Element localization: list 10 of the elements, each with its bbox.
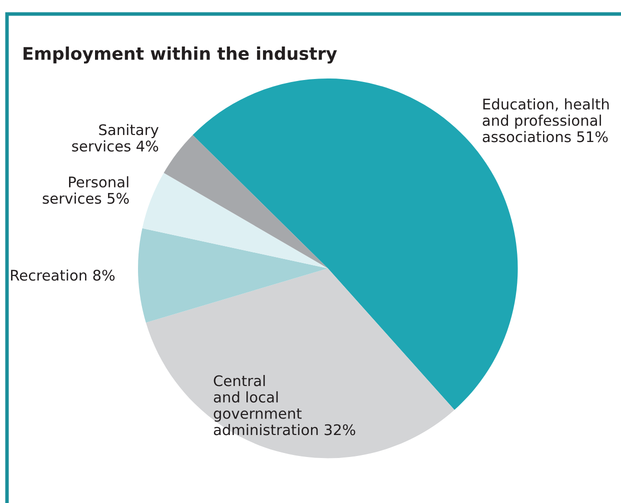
slice-label: Central and local government administration 32% bbox=[214, 374, 356, 436]
chart-title: Employment within the industry bbox=[24, 46, 337, 64]
pie-slice bbox=[146, 268, 454, 458]
slice-label: Personal services 5% bbox=[42, 176, 129, 204]
slice-label: Sanitary services 4% bbox=[72, 124, 159, 152]
slice-label: Education, health and professional associations 51% bbox=[482, 98, 609, 142]
pie-slice bbox=[138, 228, 328, 323]
pie-slice bbox=[142, 172, 328, 268]
pie-slice bbox=[164, 135, 328, 268]
slice-label: Recreation 8% bbox=[11, 269, 115, 281]
